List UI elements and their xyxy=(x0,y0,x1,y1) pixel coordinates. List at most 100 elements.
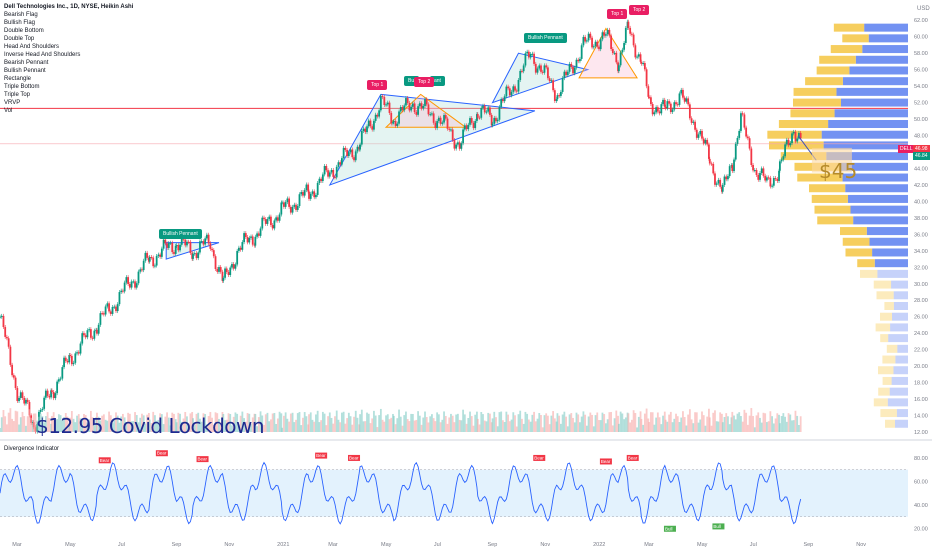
candle xyxy=(694,121,696,130)
vrvp-bar xyxy=(821,130,908,139)
volume-bar xyxy=(238,425,240,432)
candle xyxy=(752,165,754,171)
legend-item[interactable]: Bullish Flag xyxy=(4,20,36,26)
legend-item[interactable]: VRVP xyxy=(4,100,21,106)
legend-item[interactable]: Vol xyxy=(4,108,13,114)
volume-bar xyxy=(558,415,561,432)
volume-bar xyxy=(309,412,312,432)
candle xyxy=(796,138,799,142)
legend-item[interactable]: Head And Shoulders xyxy=(4,44,60,50)
volume-bar xyxy=(524,411,527,432)
candle xyxy=(109,311,112,314)
top1-label[interactable]: Top 1 xyxy=(367,80,388,90)
candle xyxy=(792,131,795,134)
volume-bar xyxy=(6,424,8,432)
candle xyxy=(714,173,716,185)
candle xyxy=(74,353,77,363)
top2-label[interactable]: Top 2 xyxy=(629,5,650,15)
candle xyxy=(169,242,172,244)
candle xyxy=(164,239,167,244)
candle xyxy=(456,142,459,145)
volume-bar xyxy=(376,427,379,432)
y-tick-label: 28.00 xyxy=(914,298,928,304)
bullish-pennant-label[interactable]: Bullish Pennant xyxy=(159,229,202,239)
volume-bar xyxy=(286,418,289,432)
volume-bar xyxy=(315,414,317,432)
volume-bar xyxy=(734,419,737,432)
candle xyxy=(241,242,244,250)
volume-bar xyxy=(152,411,155,432)
volume-bar xyxy=(303,412,306,432)
legend-item[interactable]: Rectangle xyxy=(4,76,32,82)
candle xyxy=(760,168,763,174)
volume-bar xyxy=(596,412,599,432)
candle xyxy=(575,59,578,68)
volume-bar xyxy=(688,409,691,432)
legend-item[interactable]: Triple Bottom xyxy=(4,84,40,90)
volume-bar xyxy=(405,411,407,432)
candle xyxy=(579,58,581,62)
legend-item[interactable]: Bearish Flag xyxy=(4,12,38,18)
vrvp-bar xyxy=(853,216,908,225)
vrvp-bar xyxy=(876,291,894,300)
candle xyxy=(766,177,768,181)
candle xyxy=(503,96,506,102)
candle xyxy=(335,166,338,178)
candle xyxy=(685,98,688,102)
volume-bar xyxy=(503,421,506,432)
volume-bar xyxy=(339,422,342,432)
volume-bar xyxy=(30,417,33,432)
legend-item[interactable]: Bearish Pennant xyxy=(4,60,49,66)
volume-bar xyxy=(728,424,731,432)
candle xyxy=(701,130,703,139)
candle xyxy=(344,147,347,150)
volume-bar xyxy=(359,414,361,432)
target-annotation[interactable]: $45 xyxy=(819,159,858,183)
legend-item[interactable]: Double Top xyxy=(4,36,35,42)
legend-item[interactable]: Inverse Head And Shoulders xyxy=(4,52,81,58)
candle xyxy=(386,102,389,105)
volume-bar xyxy=(266,412,269,432)
covid-annotation[interactable]: $12.95 Covid Lockdown xyxy=(36,414,265,438)
candle xyxy=(405,98,407,106)
candle xyxy=(543,65,546,73)
volume-bar xyxy=(422,417,425,432)
vrvp-bar xyxy=(892,312,908,321)
volume-bar xyxy=(179,413,181,432)
candle xyxy=(204,238,207,245)
volume-bar xyxy=(512,412,515,432)
candle xyxy=(710,163,713,165)
volume-bar xyxy=(776,413,779,432)
candle xyxy=(289,206,292,213)
osc-tick-label: 80.00 xyxy=(914,456,928,462)
candle xyxy=(630,33,633,35)
volume-bar xyxy=(791,420,793,432)
legend-item[interactable]: Bullish Pennant xyxy=(4,68,46,74)
volume-bar xyxy=(261,415,264,432)
candle xyxy=(572,66,574,74)
bullish-pennant-partial-label[interactable]: Bul xyxy=(404,76,420,86)
candle xyxy=(624,27,627,43)
candle xyxy=(514,86,516,91)
top1-label[interactable]: Top 1 xyxy=(607,9,628,19)
candle xyxy=(746,136,749,139)
candle xyxy=(222,277,225,281)
candle xyxy=(0,316,1,318)
legend-item[interactable]: Triple Top xyxy=(4,92,31,98)
legend-item[interactable]: Double Bottom xyxy=(4,28,44,34)
bullish-pennant-partial-label[interactable]: ant xyxy=(430,76,445,86)
bullish-pennant-label[interactable]: Bullish Pennant xyxy=(524,33,567,43)
volume-bar xyxy=(93,424,96,432)
candle xyxy=(399,106,402,112)
candle xyxy=(135,283,138,288)
candle xyxy=(482,105,484,108)
candle xyxy=(288,198,291,207)
target-box xyxy=(811,147,852,173)
top2-label[interactable]: Top 2 xyxy=(414,77,435,87)
volume-bar xyxy=(496,426,499,432)
candle xyxy=(232,264,235,269)
candle xyxy=(778,170,780,181)
volume-bar xyxy=(723,417,726,432)
candle xyxy=(420,103,423,109)
